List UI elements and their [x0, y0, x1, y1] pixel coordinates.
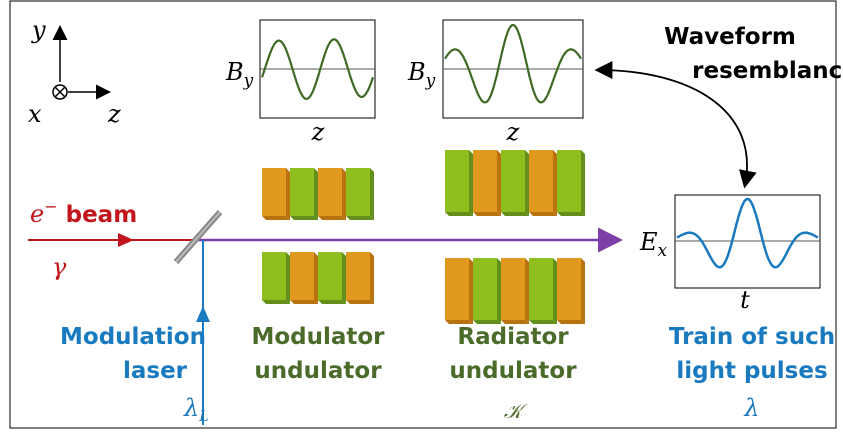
magnet-block — [529, 212, 557, 216]
waveform — [260, 38, 375, 101]
photon-label: γ — [52, 253, 67, 281]
magnet-block — [290, 252, 314, 300]
magnet-block — [262, 300, 290, 304]
label: Modulator — [251, 324, 385, 350]
label: undulator — [254, 358, 382, 384]
symbol: λL — [183, 394, 209, 425]
magnet-block — [501, 258, 525, 320]
annotation: Waveform — [664, 24, 796, 50]
magnet-block — [501, 212, 529, 216]
magnet-block — [346, 300, 374, 304]
magnet-block — [529, 150, 553, 212]
magnet-block — [318, 252, 342, 300]
magnet-block — [501, 320, 529, 324]
label: Radiator — [457, 324, 569, 350]
magnet-block — [318, 300, 346, 304]
axis-label: z — [107, 100, 121, 128]
magnet-block — [262, 216, 290, 220]
magnet-block — [557, 150, 581, 212]
magnet-block — [445, 212, 473, 216]
magnet-block — [290, 300, 318, 304]
magnet-block — [553, 150, 557, 216]
coordinate-icon — [52, 25, 111, 100]
magnet-block — [557, 212, 585, 216]
plot-ylabel: By — [407, 58, 436, 91]
magnet-block — [473, 150, 497, 212]
magnet-block — [342, 168, 346, 220]
magnet-block — [262, 252, 286, 300]
magnet-block — [529, 320, 557, 324]
symbol: 𝒦 — [504, 399, 529, 423]
label: undulator — [449, 358, 577, 384]
magnet-block — [445, 150, 469, 212]
beam-arrow — [118, 233, 134, 247]
magnet-block — [581, 258, 585, 324]
magnet-block — [262, 168, 286, 216]
magnet-block — [445, 258, 469, 320]
magnet-block — [286, 252, 290, 304]
magnet-block — [290, 216, 318, 220]
label: light pulses — [676, 358, 827, 384]
magnet-block — [314, 252, 318, 304]
magnet-block — [346, 168, 370, 216]
magnet-block — [557, 320, 585, 324]
magnet-block — [346, 216, 374, 220]
plot-xlabel: z — [311, 118, 325, 146]
plots — [259, 19, 821, 289]
magnet-block — [314, 168, 318, 220]
plot-xlabel: z — [506, 118, 520, 146]
magnet-block — [497, 150, 501, 216]
resemblance-arrow — [594, 61, 757, 189]
magnet-block — [318, 216, 346, 220]
magnet-block — [342, 252, 346, 304]
magnet-block — [469, 150, 473, 216]
magnet-block — [473, 258, 497, 320]
magnet-block — [370, 252, 374, 304]
mirror-highlight — [175, 211, 221, 263]
magnet-block — [525, 150, 529, 216]
axis-label: y — [31, 16, 46, 44]
label: laser — [123, 358, 188, 384]
symbol: λ — [743, 394, 759, 422]
magnet-block — [473, 212, 501, 216]
magnet-block — [445, 320, 473, 324]
magnet-block — [370, 168, 374, 220]
waveform — [676, 197, 819, 269]
laser-arrow — [196, 306, 210, 322]
label: Modulation — [60, 324, 206, 350]
plot-ylabel: Ex — [639, 228, 668, 261]
label: Train of such — [669, 324, 835, 350]
magnet-block — [581, 150, 585, 216]
magnet-block — [553, 258, 557, 324]
magnet-block — [469, 258, 473, 324]
magnet-block — [525, 258, 529, 324]
frame — [9, 0, 837, 429]
magnet-block — [473, 320, 501, 324]
magnet-block — [318, 168, 342, 216]
waveform — [444, 23, 582, 104]
magnet-block — [286, 168, 290, 220]
magnet-block — [501, 150, 525, 212]
magnet-block — [497, 258, 501, 324]
annotation: resemblance — [692, 58, 843, 84]
undulators — [262, 150, 585, 324]
magnet-block — [346, 252, 370, 300]
beam-label: e− beam — [30, 197, 137, 228]
axis-label: x — [28, 100, 42, 128]
magnet-block — [290, 168, 314, 216]
plot-ylabel: By — [225, 58, 254, 91]
plot-xlabel: t — [740, 286, 750, 314]
magnet-block — [557, 258, 581, 320]
magnet-block — [529, 258, 553, 320]
